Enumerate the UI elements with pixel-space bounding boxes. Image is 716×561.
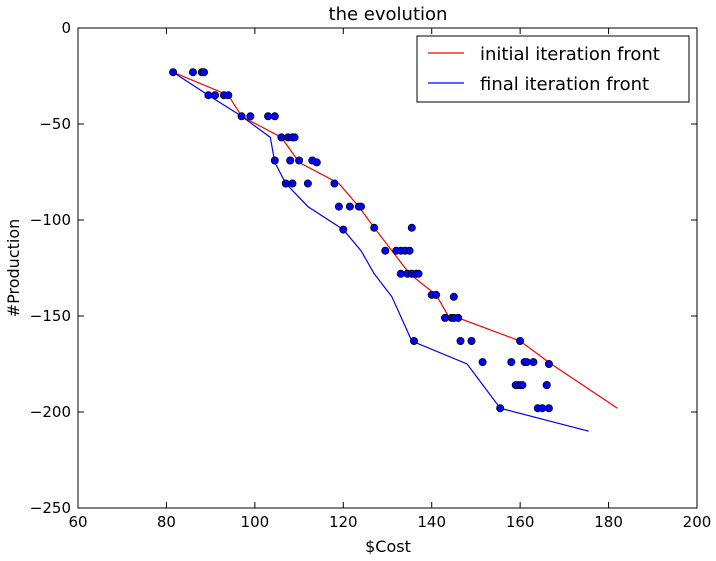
x-tick-label: 120 bbox=[329, 513, 358, 531]
scatter-point bbox=[264, 112, 273, 121]
y-tick-label: 0 bbox=[61, 19, 71, 37]
scatter-point bbox=[414, 269, 423, 278]
plot-layer bbox=[169, 68, 618, 432]
legend: initial iteration front final iteration … bbox=[416, 35, 690, 103]
y-axis-title: #Production bbox=[4, 219, 23, 318]
scatter-point bbox=[246, 112, 255, 121]
scatter-point bbox=[204, 91, 213, 100]
x-tick-label: 80 bbox=[157, 513, 176, 531]
scatter-point bbox=[496, 404, 505, 413]
x-tick-label: 200 bbox=[683, 513, 712, 531]
scatter-point bbox=[522, 358, 531, 367]
scatter-point bbox=[169, 68, 178, 77]
scatter-point bbox=[188, 68, 197, 77]
scatter-point bbox=[518, 381, 527, 390]
scatter-point bbox=[405, 246, 414, 255]
scatter-point bbox=[542, 381, 551, 390]
scatter-point bbox=[270, 156, 279, 165]
scatter-point bbox=[396, 269, 405, 278]
scatter-point bbox=[334, 202, 343, 211]
scatter-point bbox=[449, 292, 458, 301]
chart-title: the evolution bbox=[329, 4, 448, 25]
scatter-point bbox=[432, 290, 441, 299]
scatter-point bbox=[456, 336, 465, 345]
scatter-point bbox=[211, 91, 220, 100]
ticks-layer: 60 80 100 120 140 160 180 200 0 −50 −100 −150 −200 −2… bbox=[30, 19, 712, 531]
scatter-point bbox=[199, 68, 208, 77]
y-tick-label: −200 bbox=[30, 403, 71, 421]
scatter-point bbox=[467, 336, 476, 345]
x-tick-label: 140 bbox=[417, 513, 446, 531]
scatter-point bbox=[407, 223, 416, 232]
scatter-point bbox=[281, 179, 290, 188]
scatter-point bbox=[544, 359, 553, 368]
scatter-point bbox=[339, 225, 348, 234]
scatter-point bbox=[409, 336, 418, 345]
scatter-point bbox=[295, 156, 304, 165]
scatter-point bbox=[224, 91, 233, 100]
legend-box bbox=[416, 35, 690, 103]
scatter-point bbox=[330, 179, 339, 188]
scatter-point bbox=[507, 358, 516, 367]
scatter-point bbox=[286, 156, 295, 165]
scatter-point bbox=[529, 358, 538, 367]
legend-label-initial: initial iteration front bbox=[480, 44, 660, 65]
scatter-point bbox=[312, 158, 321, 167]
scatter-point bbox=[544, 404, 553, 413]
scatter-point bbox=[303, 179, 312, 188]
scatter-point bbox=[478, 358, 487, 367]
x-tick-label: 180 bbox=[594, 513, 623, 531]
x-axis-title: $Cost bbox=[365, 537, 411, 556]
series-line-1 bbox=[172, 71, 589, 432]
scatter-point bbox=[356, 202, 365, 211]
x-tick-label: 160 bbox=[506, 513, 535, 531]
x-tick-label: 100 bbox=[241, 513, 270, 531]
y-tick-label: −100 bbox=[30, 211, 71, 229]
scatter-point bbox=[237, 112, 246, 121]
scatter-point bbox=[538, 404, 547, 413]
y-tick-label: −250 bbox=[30, 499, 71, 517]
plot-frame bbox=[77, 27, 698, 509]
scatter-point bbox=[270, 112, 279, 121]
scatter-point bbox=[277, 133, 286, 142]
scatter-point bbox=[516, 336, 525, 345]
y-tick-label: −50 bbox=[39, 115, 71, 133]
legend-label-final: final iteration front bbox=[480, 74, 649, 95]
y-tick-label: −150 bbox=[30, 307, 71, 325]
scatter-point bbox=[381, 246, 390, 255]
x-tick-label: 60 bbox=[68, 513, 87, 531]
scatter-point bbox=[288, 179, 297, 188]
scatter-point bbox=[440, 313, 449, 322]
scatter-point bbox=[454, 313, 463, 322]
scatter-point bbox=[345, 202, 354, 211]
series-line-0 bbox=[172, 71, 618, 409]
scatter-point bbox=[290, 133, 299, 142]
scatter-point bbox=[370, 223, 379, 232]
